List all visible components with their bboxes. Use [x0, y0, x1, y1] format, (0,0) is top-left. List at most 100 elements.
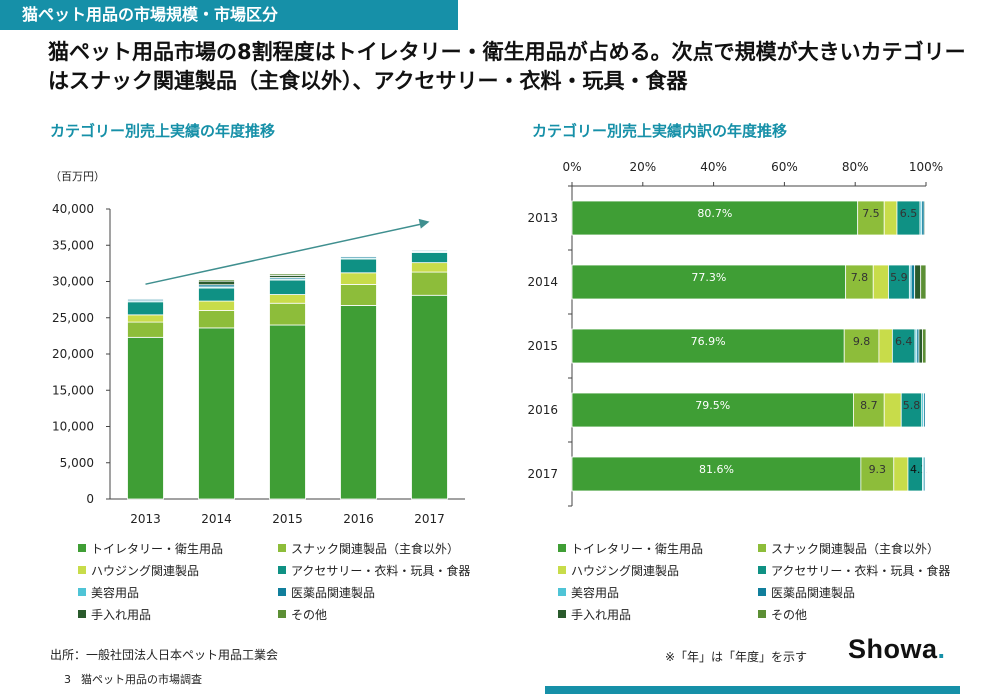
data-label: 76.9% — [691, 335, 726, 348]
legend-item: その他 — [758, 606, 968, 622]
note-text: ※「年」は「年度」を示す — [665, 650, 808, 664]
legend-swatch — [758, 566, 766, 574]
x-tick-label: 0% — [562, 160, 581, 174]
x-tick-label: 60% — [771, 160, 798, 174]
data-label: 80.7% — [697, 207, 732, 220]
right-chart-title: カテゴリー別売上実績内訳の年度推移 — [532, 122, 788, 140]
x-tick-label: 2014 — [201, 512, 232, 526]
showa-logo: Showa. — [848, 634, 946, 665]
legend-item: 医薬品関連製品 — [758, 584, 968, 600]
legend-label: 医薬品関連製品 — [291, 585, 376, 600]
legend-swatch — [78, 610, 86, 618]
legend-swatch — [78, 566, 86, 574]
legend-item: ハウジング関連製品 — [558, 562, 758, 578]
legend-label: 美容用品 — [91, 585, 140, 600]
legend-label: その他 — [291, 607, 328, 622]
data-label: 6.5 — [900, 207, 918, 220]
legend-swatch — [758, 588, 766, 596]
y-tick-label: 0 — [86, 492, 94, 506]
stacked-bar-chart: （百万円） 0 5,000 10,000 15,000 20,000 25,000 30,00… — [50, 170, 465, 526]
bar-segment-2014-s6 — [914, 264, 922, 300]
bar-segment-2013-s1 — [857, 200, 885, 236]
data-label: 81.6% — [699, 463, 734, 476]
logo-text: Showa — [848, 634, 938, 664]
data-label: 5.9 — [890, 271, 908, 284]
y-tick-label: 2017 — [527, 467, 558, 481]
legend-swatch — [78, 544, 86, 552]
y-tick-label: 30,000 — [52, 275, 94, 289]
legend-item: トイレタリー・衛生用品 — [558, 540, 758, 556]
legend-item: 美容用品 — [78, 584, 278, 600]
right-legend: トイレタリー・衛生用品 スナック関連製品（主食以外） ハウジング関連製品 アクセサリー… — [558, 540, 968, 622]
x-tick-label: 2017 — [414, 512, 445, 526]
legend-label: スナック関連製品（主食以外） — [771, 541, 940, 556]
data-label: 5.8 — [903, 399, 921, 412]
legend-label: 美容用品 — [571, 585, 620, 600]
x-tick-label: 20% — [629, 160, 656, 174]
bar-segment-2017-s0 — [411, 294, 448, 500]
bar-segment-2015-s7 — [922, 328, 927, 364]
legend-item: スナック関連製品（主食以外） — [278, 540, 488, 556]
bar-segment-2016-s1 — [853, 392, 885, 428]
bar-segment-2013-s7 — [924, 200, 927, 236]
bar-segment-2015-s2 — [878, 328, 893, 364]
legend-label: アクセサリー・衣料・玩具・食器 — [291, 563, 471, 578]
bar-segment-2015-s0 — [269, 324, 306, 500]
legend-swatch — [278, 544, 286, 552]
bar-segment-2014-s1 — [845, 264, 874, 300]
bar-segment-2016-s2 — [883, 392, 902, 428]
legend-swatch — [558, 566, 566, 574]
source-text: 出所：一般社団法人日本ペット用品工業会 — [50, 648, 279, 662]
bar-segment-2014-s0 — [198, 327, 235, 500]
footer-bar — [545, 686, 960, 694]
y-tick-label: 5,000 — [60, 456, 94, 470]
y-tick-label: 20,000 — [52, 347, 94, 361]
x-tick-label: 40% — [700, 160, 727, 174]
logo-dot: . — [937, 634, 946, 664]
bar-segment-2013-s2 — [883, 200, 898, 236]
x-tick-label: 2016 — [343, 512, 374, 526]
x-tick-label: 100% — [909, 160, 943, 174]
y-tick-label: 25,000 — [52, 311, 94, 325]
y-tick-label: 40,000 — [52, 202, 94, 216]
legend-item: アクセサリー・衣料・玩具・食器 — [758, 562, 968, 578]
legend-item: 医薬品関連製品 — [278, 584, 488, 600]
legend-swatch — [758, 544, 766, 552]
data-label: 79.5% — [695, 399, 730, 412]
page-label: 猫ペット用品の市場調査 — [81, 673, 202, 686]
data-label: 6.4 — [895, 335, 913, 348]
left-legend: トイレタリー・衛生用品 スナック関連製品（主食以外） ハウジング関連製品 アクセサリー… — [78, 540, 488, 622]
trend-arrow-head — [418, 218, 430, 229]
section-header: 猫ペット用品の市場規模・市場区分 — [0, 0, 458, 30]
legend-swatch — [558, 544, 566, 552]
bar-segment-2013-s0 — [571, 200, 859, 236]
bar-segment-2014-s5 — [910, 264, 916, 300]
legend-item: アクセサリー・衣料・玩具・食器 — [278, 562, 488, 578]
y-tick-label: 2014 — [527, 275, 558, 289]
bar-segment-2015-s6 — [918, 328, 923, 364]
legend-item: 手入れ用品 — [78, 606, 278, 622]
y-tick-label: 10,000 — [52, 420, 94, 434]
legend-label: スナック関連製品（主食以外） — [291, 541, 460, 556]
legend-item: ハウジング関連製品 — [78, 562, 278, 578]
legend-swatch — [558, 588, 566, 596]
legend-item: トイレタリー・衛生用品 — [78, 540, 278, 556]
legend-swatch — [78, 588, 86, 596]
data-label: 7.8 — [851, 271, 869, 284]
legend-label: トイレタリー・衛生用品 — [571, 541, 704, 556]
bar-segment-2014-s7 — [198, 279, 235, 282]
bar-segment-2015-s7 — [269, 273, 306, 276]
legend-item: 美容用品 — [558, 584, 758, 600]
data-label: 9.3 — [869, 463, 887, 476]
legend-item: 手入れ用品 — [558, 606, 758, 622]
y-unit-label: （百万円） — [50, 170, 105, 183]
data-label: 7.5 — [862, 207, 880, 220]
bar-segment-2013-s0 — [127, 336, 164, 500]
trend-arrow-line — [145, 222, 424, 285]
legend-label: 医薬品関連製品 — [771, 585, 856, 600]
left-chart-title: カテゴリー別売上実績の年度推移 — [50, 122, 276, 140]
x-tick-label: 2013 — [130, 512, 161, 526]
legend-item: その他 — [278, 606, 488, 622]
legend-label: その他 — [771, 607, 808, 622]
y-tick-label: 35,000 — [52, 238, 94, 252]
